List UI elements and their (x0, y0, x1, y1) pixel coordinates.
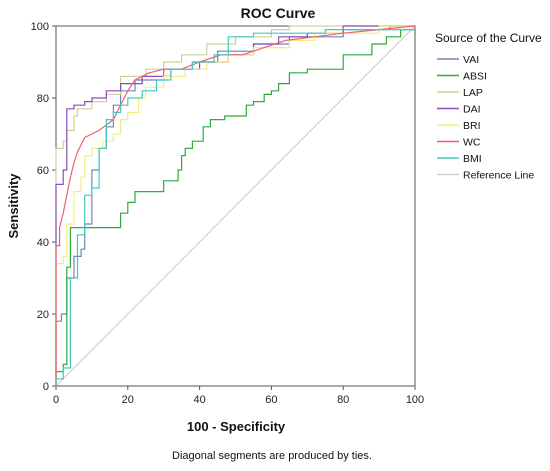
x-tick-label: 80 (337, 394, 349, 406)
x-tick-label: 60 (265, 394, 277, 406)
x-axis-label: 100 - Specificity (187, 419, 286, 434)
y-tick-label: 40 (37, 237, 49, 249)
plot-area: 0 20 40 60 80 100 0 20 40 60 80 100 (31, 21, 425, 406)
x-tick-label: 100 (406, 394, 424, 406)
y-tick-label: 80 (37, 93, 49, 105)
legend-label-lap: LAP (463, 87, 483, 99)
legend-label-vai: VAI (463, 54, 479, 66)
legend-label-bmi: BMI (463, 153, 482, 165)
footnote: Diagonal segments are produced by ties. (172, 450, 372, 462)
legend-title: Source of the Curve (435, 31, 542, 45)
y-axis-label: Sensitivity (6, 173, 21, 239)
legend-label-dai: DAI (463, 104, 481, 116)
legend: Source of the Curve VAI ABSI LAP DAI BRI WC BM… (435, 31, 542, 182)
legend-label-wc: WC (463, 137, 481, 149)
legend-label-absi: ABSI (463, 71, 487, 83)
x-tick-label: 0 (53, 394, 59, 406)
series-line-wc (55, 25, 416, 386)
y-tick-label: 0 (43, 381, 49, 393)
series-line-bri (55, 25, 415, 386)
y-tick-label: 60 (37, 165, 49, 177)
y-tick-label: 20 (37, 309, 49, 321)
legend-label-bri: BRI (463, 120, 481, 132)
series-line-reference-line (55, 25, 416, 387)
series-line-dai (55, 25, 415, 386)
series-line-bmi (55, 29, 415, 386)
legend-label-reference-line: Reference Line (463, 170, 534, 182)
x-tick-label: 20 (122, 394, 134, 406)
series-line-absi (55, 29, 415, 386)
chart-title: ROC Curve (241, 5, 316, 21)
x-tick-label: 40 (193, 394, 205, 406)
y-tick-label: 100 (31, 21, 49, 33)
